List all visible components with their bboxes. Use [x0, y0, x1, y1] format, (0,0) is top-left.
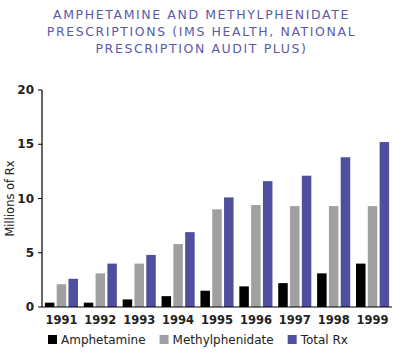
chart: 0 5 10 15 20 1991 1992 1993 1994 1995 1996 1997 1998…: [0, 0, 403, 361]
bar: [368, 206, 378, 307]
legend-label: Methylphenidate: [173, 333, 274, 347]
page: {"chart_data": {"type": "bar", "title": …: [0, 0, 403, 361]
bar: [329, 206, 339, 307]
bar: [45, 303, 55, 307]
bar: [290, 206, 300, 307]
x-tick-label: 1997: [279, 313, 311, 327]
bar: [380, 142, 390, 307]
bar: [278, 283, 288, 307]
bar: [107, 264, 117, 307]
y-tick: [38, 252, 42, 253]
x-axis: [42, 306, 392, 307]
x-tick-label: 1999: [357, 313, 389, 327]
y-tick: [38, 307, 42, 308]
legend-swatch: [288, 335, 297, 344]
y-tick: [38, 198, 42, 199]
title: AMPHETAMINE AND METHYLPHENIDATE PRESCRIP…: [8, 6, 395, 57]
bar: [251, 205, 261, 307]
legend-label: Amphetamine: [61, 333, 146, 347]
x-tick-label: 1994: [162, 313, 194, 327]
bar: [224, 197, 234, 307]
x-tick-label: 1991: [45, 313, 77, 327]
y-tick-label: 5: [26, 246, 34, 260]
bar: [341, 157, 351, 307]
bar: [162, 296, 172, 307]
legend-swatch: [160, 335, 169, 344]
bar: [173, 244, 183, 307]
bar: [84, 303, 94, 307]
bar: [134, 264, 144, 307]
y-tick-label: 0: [26, 300, 34, 314]
x-tick-label: 1992: [84, 313, 116, 327]
bar: [57, 284, 67, 307]
bar: [96, 273, 106, 307]
bar: [356, 264, 366, 307]
y-axis-label: Millions of Rx: [3, 160, 17, 236]
bar: [212, 209, 222, 307]
legend-swatch: [48, 335, 57, 344]
x-tick-label: 1993: [123, 313, 155, 327]
bar: [146, 255, 156, 307]
y-tick-label: 20: [17, 83, 34, 97]
x-tick-label: 1996: [240, 313, 272, 327]
bar: [263, 181, 273, 307]
y-tick: [38, 90, 42, 91]
legend: Amphetamine Methylphenidate Total Rx: [48, 333, 348, 347]
bar: [185, 232, 195, 307]
y-tick-label: 15: [17, 137, 34, 151]
bar: [200, 291, 210, 307]
bar: [317, 273, 327, 307]
y-tick: [38, 144, 42, 145]
bar: [302, 176, 312, 307]
bars: [45, 142, 389, 307]
x-tick-label: 1998: [318, 313, 350, 327]
y-tick-label: 10: [17, 192, 34, 206]
legend-label: Total Rx: [300, 333, 348, 347]
bar: [68, 279, 78, 307]
bar: [123, 299, 133, 307]
bar: [239, 286, 249, 307]
x-tick-label: 1995: [201, 313, 233, 327]
